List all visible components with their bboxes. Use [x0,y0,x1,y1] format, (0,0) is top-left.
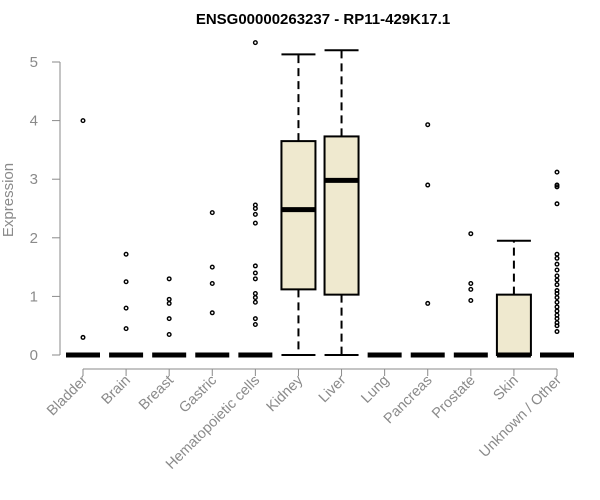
outlier-point [468,298,474,304]
outlier-point [554,288,560,294]
box-brain [109,251,144,358]
outlier-point [554,184,560,190]
outlier-point [554,282,560,288]
outlier-point [252,299,258,305]
outlier-point [252,270,258,276]
outlier-point [252,40,258,46]
outlier-point [252,220,258,226]
outlier-point [80,118,86,124]
outlier-point [468,231,474,237]
outlier-point [209,210,215,216]
outlier-point [554,299,560,305]
box-prostate [453,231,488,358]
outlier-point [468,281,474,287]
outlier-point [252,263,258,269]
outlier-point [554,277,560,283]
box-gastric [195,210,230,358]
outlier-point [554,312,560,318]
outlier-point [554,273,560,279]
outlier-point [252,211,258,217]
y-axis-ticks: 0 1 2 3 4 5 [30,54,60,364]
outlier-point [209,281,215,287]
outlier-point [554,251,560,257]
box-unknown-other [540,169,574,358]
outlier-point [252,316,258,322]
outlier-point [123,305,129,311]
outlier-point [123,279,129,285]
outlier-point [468,286,474,292]
y-tick-label: 3 [30,171,38,188]
y-tick-label: 1 [30,288,38,305]
outlier-point [80,334,86,340]
outlier-point [425,182,431,188]
box-hematopoietic-cells [238,40,273,358]
outlier-point [554,182,560,188]
outlier-point [554,295,560,301]
outlier-point [252,295,258,301]
box-iqr [280,140,317,291]
outlier-point [252,202,258,208]
outlier-point [166,276,172,282]
outlier-point [554,261,560,267]
outlier-point [425,300,431,306]
box-iqr [495,293,532,356]
x-tick-label: Liver [316,372,350,406]
outlier-point [554,169,560,175]
y-tick-label: 5 [30,54,38,71]
box-liver [323,49,360,356]
y-tick-label: 4 [30,113,38,130]
outlier-point [252,322,258,328]
outlier-point [252,290,258,296]
outlier-point [554,308,560,314]
box-iqr [323,135,360,296]
x-tick-label: Prostate [429,373,478,422]
x-tick-label: Brain [99,373,134,408]
outlier-point [166,300,172,306]
x-tick-label: Breast [136,373,177,414]
box-skin [495,239,532,358]
outlier-point [554,267,560,273]
outlier-point [554,329,560,335]
outlier-point [252,276,258,282]
outlier-point [554,255,560,261]
x-tick-label: Lung [358,373,392,407]
y-tick-label: 0 [30,347,38,364]
y-tick-label: 2 [30,230,38,247]
outlier-point [425,122,431,128]
outlier-point [166,331,172,337]
outlier-point [554,201,560,207]
x-tick-label: Bladder [44,372,91,419]
outlier-point [554,304,560,310]
box-kidney [280,53,317,356]
outlier-point [166,296,172,302]
chart-title: ENSG00000263237 - RP11-429K17.1 [196,11,450,28]
x-tick-label: Kidney [264,372,307,415]
box-breast [152,276,187,358]
box-bladder [66,118,100,358]
x-tick-label: Skin [490,373,521,404]
outlier-point [123,251,129,257]
x-tick-label: Unknown / Other [477,372,565,460]
x-axis-ticks [82,369,558,376]
outlier-point [123,326,129,332]
box-pancreas [410,122,445,358]
outlier-point [166,316,172,322]
outlier-point [554,320,560,326]
outlier-point [209,310,215,316]
box-series [66,40,574,358]
y-axis-label: Expression [0,163,17,237]
outlier-point [209,264,215,270]
